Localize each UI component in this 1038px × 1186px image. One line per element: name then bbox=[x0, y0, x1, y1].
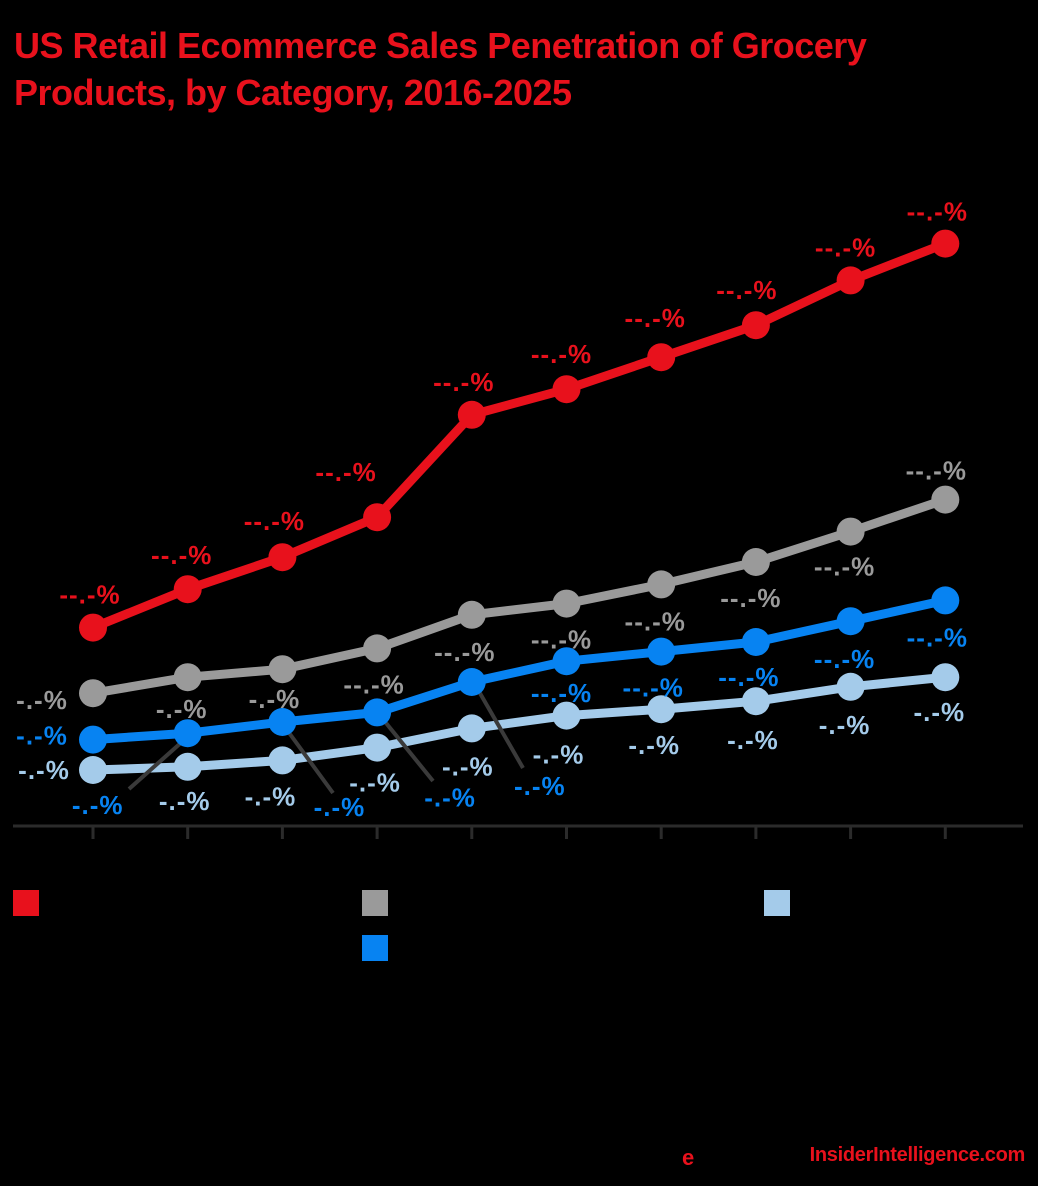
data-point-blue bbox=[457, 668, 486, 696]
data-label-gray: -.-% bbox=[16, 685, 68, 715]
data-point-light-blue bbox=[457, 714, 486, 743]
data-point-light-blue bbox=[741, 687, 770, 716]
data-label-gray: --.-% bbox=[720, 583, 781, 613]
data-label-light-blue: -.-% bbox=[349, 768, 401, 798]
data-point-blue bbox=[741, 628, 770, 656]
data-point-gray bbox=[552, 589, 581, 618]
data-label-light-blue: -.-% bbox=[913, 697, 965, 727]
data-point-blue bbox=[268, 708, 297, 736]
footer-site-link[interactable]: InsiderIntelligence.com bbox=[809, 1144, 1026, 1166]
data-label-blue: --.-% bbox=[531, 678, 592, 708]
data-label-light-blue: -.-% bbox=[727, 725, 779, 755]
data-point-blue bbox=[552, 647, 581, 676]
series-line-gray bbox=[88, 495, 950, 698]
data-label-light-blue: -.-% bbox=[628, 730, 680, 760]
data-label-red: --.-% bbox=[716, 275, 777, 305]
chart-title: US Retail Ecommerce Sales Penetration of… bbox=[14, 25, 867, 113]
data-label-gray: --.-% bbox=[343, 669, 404, 699]
data-point-gray bbox=[173, 663, 202, 692]
data-label-gray: --.-% bbox=[625, 606, 686, 636]
data-label-red: --.-% bbox=[907, 197, 968, 227]
data-point-gray bbox=[79, 679, 107, 708]
data-label-blue: --.-% bbox=[907, 622, 968, 652]
data-label-gray: --.-% bbox=[434, 637, 495, 667]
data-label-gray: --.-% bbox=[906, 456, 967, 486]
data-label-gray: -.-% bbox=[249, 684, 301, 714]
data-label-blue: --.-% bbox=[718, 662, 779, 692]
data-label-red: --.-% bbox=[815, 232, 876, 262]
data-label-blue: --.-% bbox=[623, 673, 684, 703]
data-label-gray: --.-% bbox=[814, 552, 875, 582]
label-leader-line bbox=[380, 716, 435, 783]
data-label-blue: -.-% bbox=[514, 771, 566, 801]
data-label-light-blue: -.-% bbox=[245, 781, 297, 811]
data-label-blue: -.-% bbox=[16, 721, 68, 751]
data-label-gray: --.-% bbox=[531, 625, 592, 655]
data-label-light-blue: -.-% bbox=[442, 751, 494, 781]
label-leader-line bbox=[127, 739, 185, 791]
data-point-blue bbox=[647, 637, 676, 666]
data-point-light-blue bbox=[79, 756, 107, 784]
data-point-red bbox=[647, 343, 676, 372]
data-point-light-blue bbox=[836, 672, 865, 701]
data-label-red: --.-% bbox=[315, 457, 376, 487]
data-point-light-blue bbox=[647, 695, 676, 724]
data-point-red bbox=[741, 311, 770, 340]
data-label-light-blue: -.-% bbox=[18, 755, 70, 785]
data-point-red bbox=[931, 229, 960, 258]
data-point-gray bbox=[931, 485, 960, 514]
series-line-blue bbox=[88, 595, 950, 745]
data-label-blue: -.-% bbox=[424, 782, 476, 812]
legend-swatch-red bbox=[13, 890, 39, 916]
data-point-gray bbox=[647, 570, 676, 599]
data-point-light-blue bbox=[363, 733, 392, 762]
label-leader-line bbox=[285, 728, 335, 795]
emarketer-logo-e: e bbox=[682, 1145, 695, 1170]
data-label-red: --.-% bbox=[59, 580, 120, 610]
legend-swatch-gray bbox=[362, 890, 388, 916]
data-label-light-blue: -.-% bbox=[533, 740, 585, 770]
legend-swatch-light-blue bbox=[764, 890, 790, 916]
legend-swatch-blue bbox=[362, 935, 388, 961]
data-point-blue bbox=[363, 698, 392, 727]
data-label-blue: --.-% bbox=[814, 644, 875, 674]
data-label-red: --.-% bbox=[433, 367, 494, 397]
data-point-red bbox=[79, 613, 107, 642]
data-point-light-blue bbox=[552, 701, 581, 730]
data-point-red bbox=[173, 575, 202, 604]
data-point-blue bbox=[173, 719, 202, 748]
series-line-light-blue bbox=[88, 672, 950, 775]
data-label-blue: -.-% bbox=[72, 790, 124, 820]
data-point-gray bbox=[268, 655, 297, 684]
data-point-red bbox=[268, 543, 297, 572]
data-label-light-blue: -.-% bbox=[159, 786, 211, 816]
data-point-light-blue bbox=[931, 663, 960, 692]
data-point-red bbox=[836, 266, 865, 295]
data-point-blue bbox=[931, 586, 960, 615]
data-point-blue bbox=[79, 725, 107, 754]
data-point-gray bbox=[836, 517, 865, 546]
data-point-gray bbox=[457, 600, 486, 629]
data-point-light-blue bbox=[173, 752, 202, 781]
data-label-red: --.-% bbox=[531, 339, 592, 369]
data-label-red: --.-% bbox=[151, 540, 212, 570]
data-point-red bbox=[363, 503, 392, 532]
data-point-blue bbox=[836, 607, 865, 636]
data-label-light-blue: -.-% bbox=[819, 710, 871, 740]
data-label-red: --.-% bbox=[244, 506, 305, 536]
data-label-blue: -.-% bbox=[314, 792, 366, 822]
data-point-red bbox=[552, 375, 581, 404]
data-point-gray bbox=[363, 634, 392, 663]
data-label-gray: -.-% bbox=[156, 694, 208, 724]
data-point-gray bbox=[741, 548, 770, 576]
data-point-light-blue bbox=[268, 746, 297, 775]
label-leader-line bbox=[475, 687, 525, 769]
series-line-red bbox=[88, 239, 950, 633]
data-point-red bbox=[457, 400, 486, 429]
data-label-red: --.-% bbox=[625, 303, 686, 333]
